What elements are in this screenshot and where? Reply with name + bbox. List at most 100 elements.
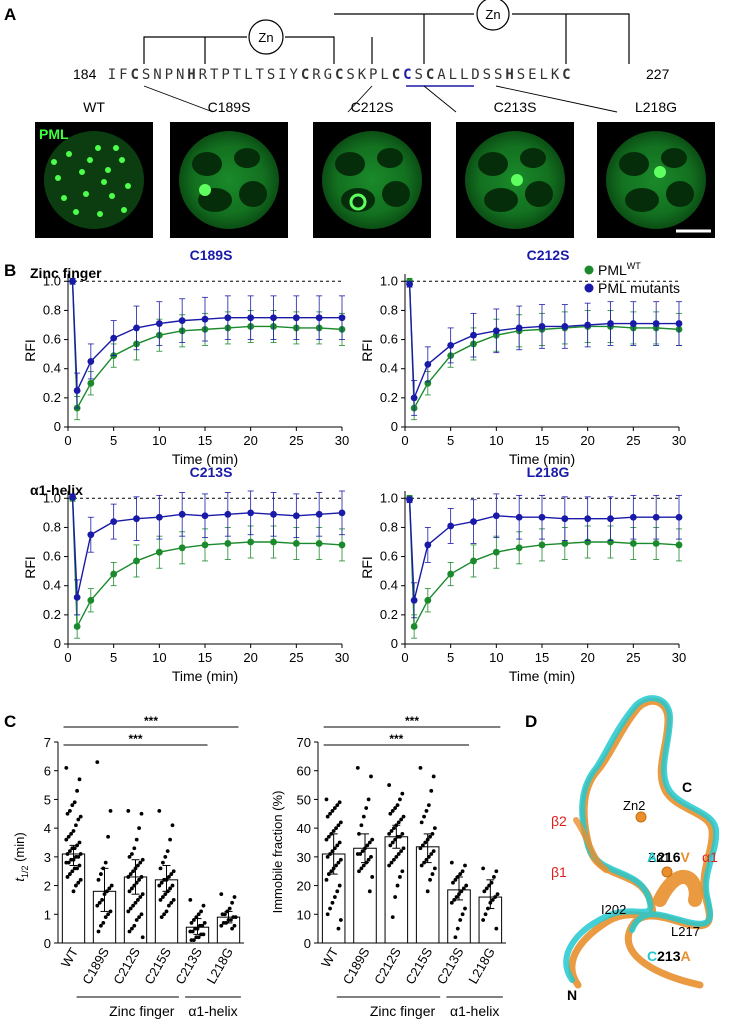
replicate-point [139, 875, 144, 879]
plot-title: C212S [527, 247, 570, 263]
replicate-point [388, 843, 393, 848]
replicate-point [400, 869, 405, 874]
y-tick-label: 0.6 [380, 549, 398, 564]
category-label: C189S [340, 945, 373, 987]
y-tick-label: 50 [297, 792, 311, 807]
i202-label: I202 [601, 902, 626, 917]
y-tick-label: 0.6 [43, 332, 61, 347]
replicate-point [109, 883, 114, 888]
replicate-point [359, 823, 364, 828]
replicate-point [96, 877, 101, 882]
n-terminus-label: N [567, 987, 577, 1003]
sequence-residue: K [551, 67, 560, 83]
replicate-point [325, 854, 330, 859]
replicate-point [134, 837, 139, 842]
replicate-point [199, 932, 204, 937]
data-point [201, 541, 209, 549]
data-point [652, 513, 660, 521]
nucleolus-shadow [234, 148, 260, 168]
data-point [561, 515, 569, 523]
panel-d-label: D [525, 712, 537, 731]
sequence-residue: N [176, 67, 184, 83]
legend-label-mutants: PML mutants [598, 280, 680, 296]
replicate-point [95, 760, 100, 764]
y-axis-title: RFI [359, 339, 375, 362]
replicate-point [226, 918, 231, 922]
y-tick-label: 30 [297, 850, 311, 865]
data-point [87, 358, 95, 365]
data-point [73, 623, 81, 630]
y-tick-label: 70 [297, 735, 311, 750]
replicate-point [78, 814, 83, 819]
category-label: C212S [110, 945, 143, 987]
replicate-point [369, 774, 373, 779]
replicate-point [400, 791, 405, 796]
y-axis-title: RFI [22, 339, 38, 362]
data-point [133, 515, 140, 523]
replicate-point [138, 895, 143, 899]
plot-title: L218G [527, 464, 570, 480]
category-label: C215S [402, 945, 435, 987]
x-axis-title: Time (min) [172, 668, 238, 684]
replicate-point [484, 886, 489, 891]
replicate-point [428, 834, 432, 839]
nucleolus-shadow [335, 152, 365, 176]
data-point [270, 510, 277, 518]
sequence-residue: H [187, 67, 195, 83]
replicate-point [335, 843, 340, 848]
legend-marker-mutants [584, 283, 594, 293]
x-tick-label: 10 [489, 433, 503, 448]
data-point [110, 334, 118, 342]
replicate-point [230, 926, 235, 931]
data-point [87, 379, 95, 387]
sequence-residue: I [108, 67, 116, 83]
panel-b-label: B [4, 261, 16, 280]
replicate-point [390, 809, 395, 813]
replicate-point [126, 909, 131, 914]
nucleolus-shadow [525, 181, 553, 207]
y-tick-label: 0.2 [43, 607, 61, 622]
data-point [155, 548, 163, 556]
replicate-point [482, 889, 487, 894]
pml-speckle [119, 157, 125, 163]
replicate-point [162, 877, 167, 882]
replicate-point [74, 883, 78, 888]
data-point [675, 513, 683, 521]
replicate-point [370, 875, 375, 879]
immobile-fraction-axis-title: Immobile fraction (%) [270, 791, 285, 914]
sequence-residue: C [301, 67, 309, 83]
replicate-point [99, 872, 103, 876]
data-point [178, 544, 186, 552]
sequence-residue: T [233, 67, 242, 83]
replicate-point [76, 880, 81, 885]
sequence-residue: S [494, 67, 502, 83]
replicate-point [138, 860, 143, 865]
x-axis-title: Time (min) [509, 668, 575, 684]
replicate-point [64, 860, 69, 865]
replicate-point [432, 866, 437, 871]
replicate-point [192, 918, 196, 922]
replicate-point [355, 765, 360, 770]
replicate-point [70, 869, 75, 874]
replicate-point [133, 900, 138, 905]
sequence-residue: P [221, 67, 229, 83]
y-tick-label: 0.4 [43, 578, 61, 593]
x-tick-label: 15 [535, 433, 549, 448]
sequence-residue: L [449, 67, 457, 83]
replicate-point [453, 935, 458, 940]
data-point [87, 596, 95, 604]
replicate-point [199, 909, 204, 914]
replicate-point [77, 840, 82, 845]
x-tick-label: 20 [580, 650, 594, 665]
sequence-residue: R [199, 67, 208, 83]
replicate-point [454, 895, 459, 899]
replicate-point [230, 900, 235, 905]
replicate-point [449, 900, 454, 905]
replicate-point [77, 777, 82, 782]
replicate-point [431, 774, 436, 779]
category-label: WT [318, 945, 341, 970]
sequence-residue: R [312, 67, 321, 83]
sequence-residue: L [460, 67, 468, 83]
replicate-point [136, 898, 140, 902]
sequence-residue: L [380, 67, 388, 83]
